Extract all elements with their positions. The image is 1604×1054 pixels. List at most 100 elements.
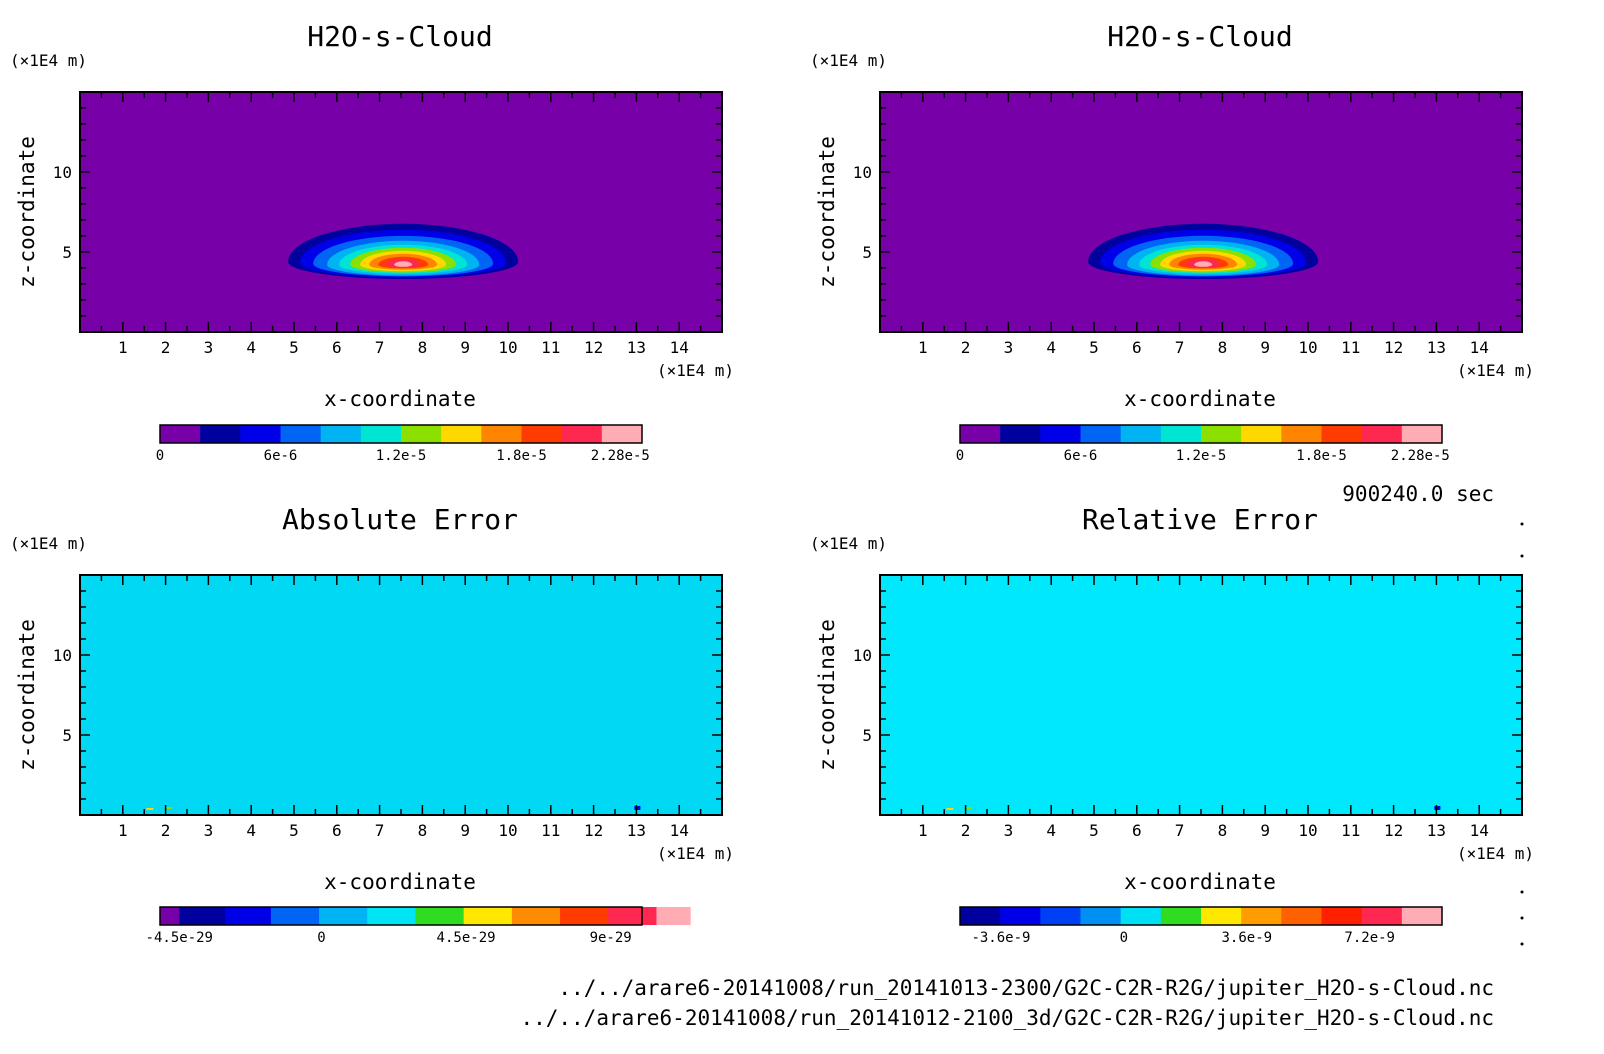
chart-title: H2O-s-Cloud bbox=[1107, 20, 1292, 53]
x-axis: 1 2 3 4 5 6 7 8 9 10 11 12 13 14(×1E4 m)x-coordinate bbox=[900, 575, 1534, 894]
x-tick-label: 14 bbox=[670, 338, 689, 357]
chart-panel-4: Relative Error(×1E4 m)1 2 3 4 5 6 7 8 9 10 11 12 13 1… bbox=[810, 503, 1534, 946]
colorbar-label: 4.5e-29 bbox=[437, 930, 496, 946]
y-axis: 5 10 z-coordinate bbox=[15, 107, 722, 317]
colorbar-segment bbox=[1361, 907, 1403, 925]
colorbar-segment bbox=[960, 907, 1001, 925]
x-tick-label: 8 bbox=[418, 821, 428, 840]
x-tick-label: 3 bbox=[204, 821, 214, 840]
error-blip bbox=[146, 808, 154, 810]
colorbar-frame bbox=[159, 424, 643, 444]
colorbar-segment bbox=[401, 425, 442, 443]
x-tick-label: 7 bbox=[375, 821, 385, 840]
colorbar-label: 1.8e-5 bbox=[1296, 448, 1347, 464]
colorbar-label: 1.2e-5 bbox=[1176, 448, 1227, 464]
y-tick-label: 10 bbox=[53, 646, 72, 665]
x-tick-label: 12 bbox=[584, 338, 603, 357]
colorbar-label: 2.28e-5 bbox=[591, 448, 650, 464]
colorbar-segment bbox=[608, 907, 657, 925]
x-tick-label: 13 bbox=[627, 821, 646, 840]
x-axis-label: x-coordinate bbox=[324, 870, 476, 894]
x-tick-label: 10 bbox=[498, 338, 517, 357]
x-tick-label: 5 bbox=[1089, 338, 1099, 357]
colorbar-segment bbox=[1160, 907, 1202, 925]
colorbar-label: 6e-6 bbox=[264, 448, 298, 464]
colorbar-segment bbox=[463, 907, 513, 925]
x-tick-label: 1 bbox=[918, 338, 928, 357]
y-tick-label: 5 bbox=[862, 243, 872, 262]
colorbar-segment bbox=[560, 907, 609, 925]
colorbar-segment bbox=[1241, 907, 1282, 925]
x-tick-label: 6 bbox=[332, 821, 342, 840]
x-tick-label: 10 bbox=[1298, 821, 1317, 840]
colorbar-segment bbox=[1040, 907, 1081, 925]
x-unit-label: (×1E4 m) bbox=[1457, 361, 1534, 380]
x-tick-label: 2 bbox=[161, 821, 171, 840]
colorbar-segment bbox=[601, 425, 643, 443]
colorbar-frame bbox=[959, 906, 1443, 926]
x-tick-label: 10 bbox=[498, 821, 517, 840]
colorbar-label: 0 bbox=[317, 930, 325, 946]
colorbar-label: 0 bbox=[156, 448, 164, 464]
margin-dot bbox=[1520, 890, 1524, 894]
y-tick-label: 10 bbox=[53, 163, 72, 182]
x-tick-label: 4 bbox=[246, 338, 256, 357]
colorbar-segment bbox=[1321, 907, 1363, 925]
x-tick-label: 7 bbox=[1175, 338, 1185, 357]
x-axis: 1 2 3 4 5 6 7 8 9 10 11 12 13 14(×1E4 m)x-coordinate bbox=[100, 575, 734, 894]
x-tick-label: 6 bbox=[1132, 821, 1142, 840]
file-list: ../../arare6-20141008/run_20141013-2300/… bbox=[520, 973, 1494, 1033]
colorbar-segment bbox=[441, 425, 482, 443]
colorbar: 0 6e-6 1.2e-5 1.8e-5 2.28e-5 bbox=[156, 424, 650, 464]
colorbar-segment bbox=[319, 907, 368, 925]
colorbar-segment bbox=[1321, 425, 1363, 443]
x-tick-label: 5 bbox=[289, 821, 299, 840]
x-unit-label: (×1E4 m) bbox=[1457, 844, 1534, 863]
colorbar-label: 1.2e-5 bbox=[376, 448, 427, 464]
colorbar-label: -3.6e-9 bbox=[971, 930, 1030, 946]
x-tick-label: 6 bbox=[1132, 338, 1142, 357]
x-unit-label: (×1E4 m) bbox=[657, 844, 734, 863]
x-tick-label: 11 bbox=[1341, 821, 1360, 840]
colorbar-label: 0 bbox=[1120, 930, 1128, 946]
y-axis-label: z-coordinate bbox=[815, 619, 839, 771]
file-path-1: ../../arare6-20141008/run_20141013-2300/… bbox=[558, 976, 1494, 1000]
y-axis: 5 10 z-coordinate bbox=[15, 590, 722, 800]
colorbar-segment bbox=[160, 425, 201, 443]
colorbar-segment bbox=[521, 425, 563, 443]
chart-title: H2O-s-Cloud bbox=[307, 20, 492, 53]
error-blip bbox=[965, 807, 972, 809]
colorbar-segment bbox=[360, 425, 402, 443]
x-tick-label: 7 bbox=[1175, 821, 1185, 840]
heatmap-background bbox=[880, 575, 1522, 815]
x-tick-label: 3 bbox=[1004, 338, 1014, 357]
x-tick-label: 9 bbox=[1260, 821, 1270, 840]
x-axis: 1 2 3 4 5 6 7 8 9 10 11 12 13 14(×1E4 m)x-coordinate bbox=[900, 92, 1534, 411]
chart-panel-1: H2O-s-Cloud(×1E4 m)1 2 3 4 5 6 7 8 9 10 11 12 13 14(×… bbox=[10, 20, 734, 464]
margin-dot bbox=[1520, 916, 1524, 920]
x-axis: 1 2 3 4 5 6 7 8 9 10 11 12 13 14(×1E4 m)x-coordinate bbox=[100, 92, 734, 411]
margin-dot bbox=[1520, 554, 1524, 558]
x-tick-label: 12 bbox=[1384, 821, 1403, 840]
x-tick-label: 14 bbox=[1470, 821, 1489, 840]
x-tick-label: 10 bbox=[1298, 338, 1317, 357]
colorbar: -3.6e-9 0 3.6e-9 7.2e-9 bbox=[959, 906, 1443, 946]
colorbar-segment bbox=[1080, 425, 1122, 443]
y-tick-label: 5 bbox=[62, 243, 72, 262]
x-unit-label: (×1E4 m) bbox=[657, 361, 734, 380]
colorbar: -4.5e-29 0 4.5e-29 9e-29 bbox=[146, 906, 691, 946]
colorbar-segment bbox=[1120, 425, 1162, 443]
file-path-2: ../../arare6-20141008/run_20141012-2100_… bbox=[520, 1006, 1494, 1030]
colorbar-segment bbox=[179, 907, 226, 925]
colorbar-segment bbox=[240, 425, 281, 443]
colorbar-segment bbox=[1401, 425, 1443, 443]
y-axis: 5 10 z-coordinate bbox=[815, 107, 1522, 317]
colorbar-label: -4.5e-29 bbox=[146, 930, 213, 946]
colorbar-label: 2.28e-5 bbox=[1391, 448, 1450, 464]
chart-title: Relative Error bbox=[1082, 503, 1318, 536]
x-tick-label: 13 bbox=[627, 338, 646, 357]
chart-title: Absolute Error bbox=[282, 503, 518, 536]
colorbar-frame bbox=[159, 906, 643, 926]
colorbar-label: 9e-29 bbox=[590, 930, 632, 946]
colorbar-segment bbox=[1241, 425, 1282, 443]
